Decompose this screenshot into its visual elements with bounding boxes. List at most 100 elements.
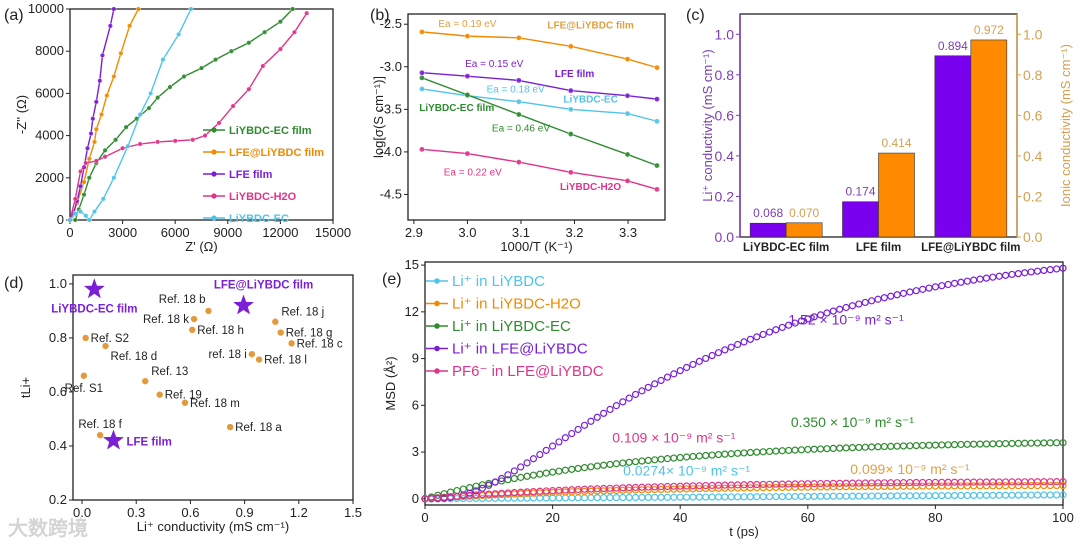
data-point: [753, 333, 761, 341]
data-point: [740, 338, 748, 346]
data-point: [976, 440, 984, 448]
data-point: [459, 485, 467, 493]
data-point: [861, 298, 869, 307]
data-point: [810, 492, 818, 500]
data-point: [1059, 478, 1067, 486]
plot-frame-0: [69, 8, 334, 221]
data-point: [304, 10, 310, 16]
data-point: [587, 463, 595, 471]
data-point: [624, 110, 631, 117]
data-point: [689, 452, 697, 461]
data-point: [1046, 266, 1054, 274]
bar: [785, 222, 823, 238]
data-point: [1027, 439, 1035, 447]
data-point: [90, 116, 96, 122]
data-point: [100, 196, 106, 202]
x-tick-label: 12000: [262, 225, 298, 240]
data-point: [740, 449, 748, 457]
data-point: [587, 417, 595, 425]
data-point: [230, 103, 236, 109]
data-point: [1053, 491, 1061, 499]
data-point: [695, 452, 703, 460]
reference-label: Ref. S2: [91, 333, 129, 345]
data-point: [982, 440, 991, 448]
reference-label: Ref. 13: [151, 366, 188, 378]
data-point: [912, 492, 920, 500]
data-point: [919, 285, 927, 293]
data-point: [727, 343, 735, 351]
data-point: [529, 471, 538, 479]
series-lfe-liybdc-film: [67, 6, 141, 223]
x-tick-label: 3.0: [458, 225, 476, 240]
data-point: [734, 340, 742, 349]
series-li-in-liybdc-h2o: [421, 481, 1067, 503]
data-point: [836, 444, 844, 452]
data-point: [1014, 439, 1022, 447]
data-point: [931, 492, 940, 500]
data-point: [931, 441, 940, 449]
data-point: [995, 491, 1003, 499]
data-point: [93, 99, 99, 105]
data-point: [567, 169, 574, 176]
data-point: [155, 95, 161, 101]
data-point: [950, 491, 959, 500]
data-point: [989, 491, 997, 499]
data-point: [155, 139, 161, 145]
legend-marker: [434, 345, 440, 352]
reference-label: Ref. 18 j: [281, 307, 324, 319]
y-tick-label: 0.8: [49, 330, 67, 345]
data-point: [81, 179, 87, 185]
data-point: [246, 86, 252, 92]
star-marker: [83, 278, 105, 299]
y2-tick-label: 0.2: [1023, 188, 1043, 204]
data-point: [587, 494, 595, 502]
data-point: [181, 74, 187, 80]
y2-tick-label: 1.0: [1023, 26, 1043, 42]
data-point: [702, 493, 710, 501]
data-point: [880, 442, 888, 451]
legend-marker: [211, 215, 217, 221]
data-point: [740, 493, 748, 501]
y-tick-label: -3.5: [380, 101, 402, 116]
data-point: [887, 492, 895, 500]
reference-label: Ref. 18 d: [111, 351, 158, 363]
legend-label: LFE film: [229, 169, 273, 181]
data-point: [1046, 478, 1054, 486]
data-point: [167, 84, 173, 90]
data-point: [1033, 439, 1042, 447]
data-point: [619, 493, 627, 502]
data-point: [855, 492, 863, 500]
data-point: [772, 447, 780, 455]
x-tick-label: 100: [1052, 510, 1074, 525]
x-tick-label: 1.5: [344, 505, 362, 520]
data-point: [542, 469, 550, 477]
data-point: [188, 6, 194, 12]
panel-label: (e): [382, 271, 402, 288]
data-point: [880, 294, 888, 302]
data-point: [842, 492, 850, 500]
data-point: [619, 398, 627, 406]
data-point: [190, 137, 196, 143]
y-tick-label: 12: [405, 304, 419, 319]
reference-point: [189, 326, 196, 334]
data-point: [137, 111, 143, 117]
data-point: [906, 492, 914, 500]
data-point: [1027, 491, 1035, 499]
data-point: [555, 438, 563, 446]
data-point: [213, 57, 219, 63]
data-point: [1008, 270, 1016, 279]
star-label: LiYBDC-EC film: [51, 303, 137, 315]
data-point: [1040, 266, 1048, 275]
data-point: [874, 479, 882, 487]
data-point: [580, 464, 589, 472]
data-point: [746, 335, 754, 343]
annotation: Ea = 0.18 eV: [487, 84, 545, 95]
data-point: [1027, 478, 1035, 486]
data-point: [957, 440, 965, 449]
annotation: LFE film: [555, 69, 595, 80]
y-tick-label: 8000: [35, 43, 64, 58]
y-axis-label: -Z'' (Ω): [14, 95, 29, 134]
reference-point: [142, 377, 149, 385]
data-point: [842, 444, 850, 452]
data-point: [963, 491, 971, 500]
